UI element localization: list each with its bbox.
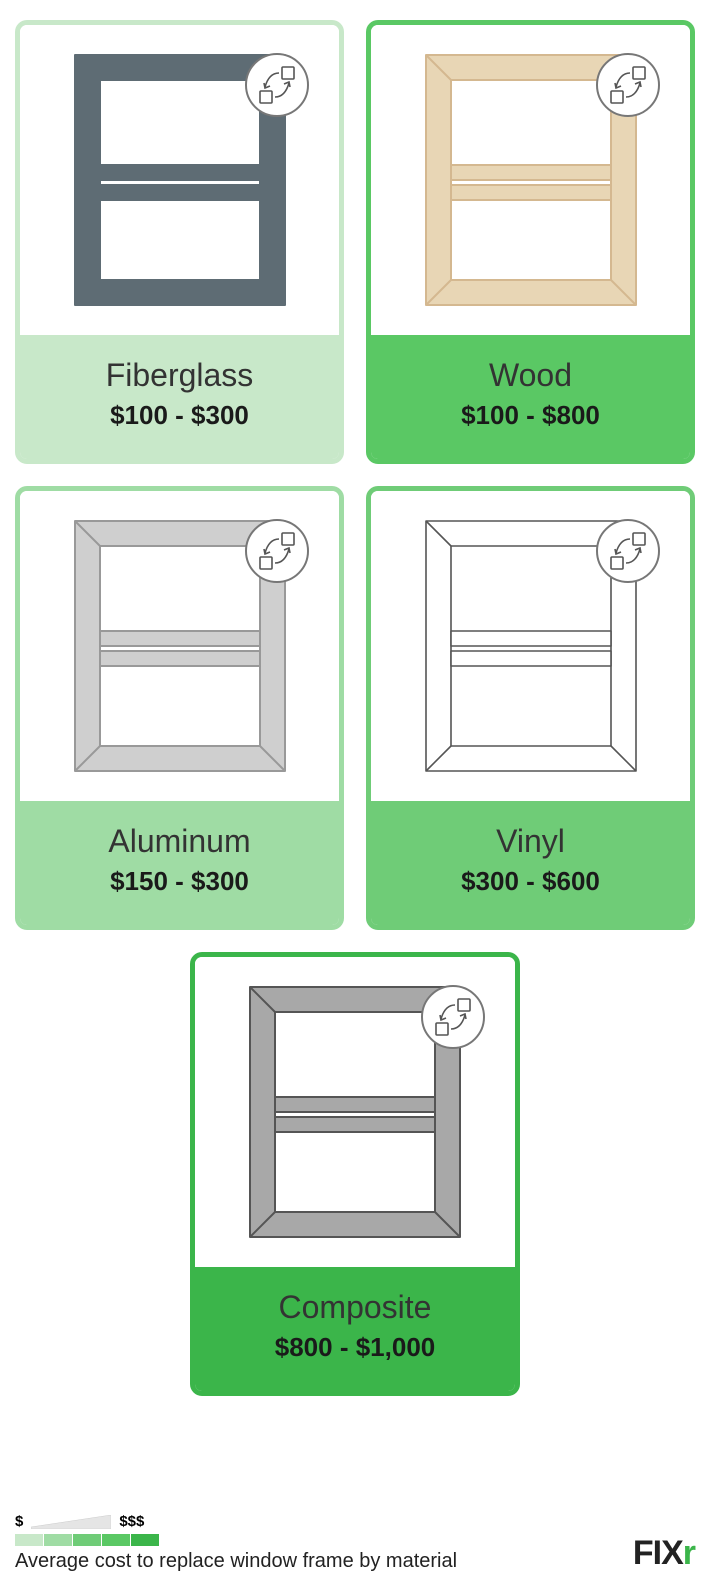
swatch: [44, 1534, 72, 1546]
dollar-high: $$$: [119, 1513, 144, 1530]
swap-icon: [245, 519, 309, 583]
card-label: Aluminum $150 - $300: [20, 801, 339, 925]
material-name: Aluminum: [30, 823, 329, 860]
material-name: Composite: [205, 1289, 505, 1326]
material-name: Wood: [381, 357, 680, 394]
wedge-icon: [31, 1515, 111, 1529]
card-fiberglass: Fiberglass $100 - $300: [15, 20, 344, 464]
logo-fix: FIX: [633, 1534, 683, 1573]
price-range: $150 - $300: [30, 866, 329, 897]
swatch: [102, 1534, 130, 1546]
brand-logo: FIXr: [633, 1534, 695, 1573]
single-row: Composite $800 - $1,000: [15, 952, 695, 1396]
card-aluminum: Aluminum $150 - $300: [15, 486, 344, 930]
price-range: $800 - $1,000: [205, 1332, 505, 1363]
card-label: Wood $100 - $800: [371, 335, 690, 459]
swatch: [73, 1534, 101, 1546]
card-composite: Composite $800 - $1,000: [190, 952, 520, 1396]
swap-icon: [245, 53, 309, 117]
card-label: Fiberglass $100 - $300: [20, 335, 339, 459]
material-name: Vinyl: [381, 823, 680, 860]
material-name: Fiberglass: [30, 357, 329, 394]
card-wood: Wood $100 - $800: [366, 20, 695, 464]
swap-icon: [596, 519, 660, 583]
card-image: [371, 491, 690, 801]
card-label: Vinyl $300 - $600: [371, 801, 690, 925]
card-image: [20, 25, 339, 335]
swatch-row: [15, 1534, 633, 1546]
card-vinyl: Vinyl $300 - $600: [366, 486, 695, 930]
logo-r: r: [683, 1534, 695, 1573]
price-range: $100 - $300: [30, 400, 329, 431]
legend-text: Average cost to replace window frame by …: [15, 1550, 633, 1573]
legend-left: $ $$$ Average cost to replace window fra…: [15, 1513, 633, 1573]
dollar-row: $ $$$: [15, 1513, 633, 1530]
card-image: [20, 491, 339, 801]
material-grid: Fiberglass $100 - $300 Wood $100 - $800 …: [15, 20, 695, 930]
swap-icon: [421, 985, 485, 1049]
swatch: [131, 1534, 159, 1546]
swatch: [15, 1534, 43, 1546]
legend: $ $$$ Average cost to replace window fra…: [15, 1513, 695, 1573]
card-image: [371, 25, 690, 335]
card-label: Composite $800 - $1,000: [195, 1267, 515, 1391]
price-range: $300 - $600: [381, 866, 680, 897]
card-image: [195, 957, 515, 1267]
dollar-low: $: [15, 1513, 23, 1530]
swap-icon: [596, 53, 660, 117]
price-range: $100 - $800: [381, 400, 680, 431]
